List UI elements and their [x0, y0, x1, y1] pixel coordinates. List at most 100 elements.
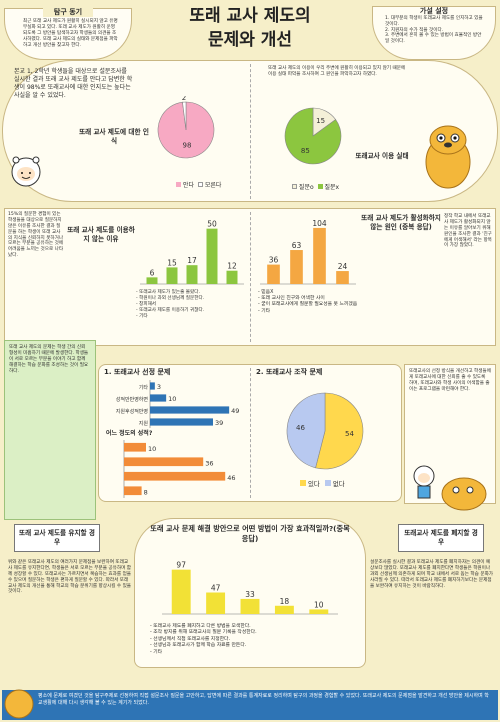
category-label: 지원후성적반영 [116, 408, 148, 415]
conclusion-banner: 평소에 문제로 여겼던 것을 탐구주제로 선정하여 직접 설문조사 질문을 고안… [2, 690, 498, 720]
oval-divider [250, 64, 251, 199]
legend-swatch-notasked [317, 184, 323, 189]
not-active-note-1: - 믿음X [258, 290, 274, 295]
pie-slice [284, 107, 342, 165]
bar-value-label: 18 [280, 597, 290, 606]
selection-sub: 어느 정도의 성적? [106, 430, 153, 437]
finn-small-icon [410, 464, 438, 506]
solutions-note-4: - 선생님과 또래교사가 함께 학습 자료를 만든다. [150, 643, 247, 649]
not-using-note-1: - 또래교사 제도가 있는줄 몰랐다. [136, 290, 200, 295]
category-label: 성적만반영하면 [116, 396, 149, 403]
conclusion-text: 평소에 문제로 여겼던 것을 탐구주제로 선정하여 직접 설문조사 질문을 고안… [38, 693, 489, 706]
not-active-notes: - 믿음X - 또래 교사인 친구와 어색한 사이 - 굳이 또래교사에게 질문… [258, 290, 382, 315]
motive-text: 최근 또래 교사 제도가 원활히 실시되지 않고 유명무실화 되고 있다. 또래… [23, 19, 118, 48]
solutions-note-2: - 조작 방지를 위해 또래교사의 질문 기록을 작성한다. [150, 630, 257, 636]
finn-mascot-icon [6, 150, 46, 192]
awareness-pie-chart: 98 2 [157, 96, 215, 159]
category-label: 기타 [139, 384, 149, 391]
bar-value-label: 10 [168, 395, 176, 403]
bar [309, 609, 329, 614]
awareness-legend: 안다 모른다 [176, 182, 221, 190]
not-using-note-5: - 기타 [136, 313, 148, 319]
selection-heading: 1. 또래교사 선정 문제 [104, 368, 171, 376]
legend-swatch-yes [300, 480, 306, 486]
usage-legend: 질문o 질문x [292, 184, 339, 192]
bar [124, 457, 204, 467]
bar [150, 418, 213, 426]
organization-pie-chart: 54 46 [286, 392, 364, 470]
bar [274, 605, 294, 614]
not-using-note-2: - 학원이나 과외 선생님께 질문한다. [136, 295, 205, 301]
not-active-note-2: - 또래 교사인 친구와 어색한 사이 [258, 296, 325, 302]
awareness-intro: 본교 1, 2학년 학생들을 대상으로 설문조사를 실시한 결과 또래 교사 제… [14, 68, 133, 100]
pie-data-label: 15 [316, 117, 325, 125]
legend-swatch-no [324, 480, 331, 486]
bar [290, 250, 303, 284]
bar-value-label: 3 [157, 383, 161, 391]
bar [206, 592, 226, 614]
bar [336, 271, 349, 284]
pie-slice [315, 392, 364, 470]
solutions-heading: 또래 교사 문제 해결 방안으로 어떤 방법이 가장 효과적일까?(중복 응답) [150, 524, 350, 544]
jake-small-icon [436, 468, 492, 516]
bar-value-label: 63 [292, 241, 302, 250]
usage-intro: 또래 교사 제도의 이용이 우리 주변에 원활히 이용되고 있지 않기 때문에 … [268, 66, 406, 77]
bar [171, 569, 191, 614]
jake-bottom-icon [2, 680, 36, 722]
bar-value-label: 97 [176, 561, 186, 570]
keep-heading: 또래 교사 제도를 유지할 경우 [19, 528, 95, 546]
page-title-line1: 또래 교사 제도의 [189, 6, 311, 26]
bar-value-label: 10 [148, 445, 156, 453]
not-using-label: 또래 교사 제도를 이용하지 않는 이유 [67, 226, 135, 244]
bar-value-label: 46 [227, 474, 235, 482]
usage-label: 또래교사 이용 실태 [355, 152, 409, 160]
organization-legend: 있다 없다 [300, 480, 345, 488]
title-area: 또래 교사 제도의 문제와 개선 [150, 6, 350, 58]
selection-bar-chart: 기타 3 성적만반영하면 10 지원후성적반영 49 지원 39 [116, 380, 239, 428]
bar-value-label: 39 [215, 419, 223, 427]
pie-data-label: 98 [183, 141, 192, 149]
bar [124, 486, 142, 496]
bar [146, 277, 158, 284]
problems-divider [250, 368, 251, 498]
solutions-notes: - 또래교사 제도를 폐지하고 다른 방법을 모색한다. - 조작 방지를 위해… [150, 624, 360, 656]
page-title-line2: 문제와 개선 [207, 30, 293, 51]
not-active-bar-chart: 36 63 104 24 [260, 219, 356, 285]
bar [166, 267, 178, 284]
bar [150, 394, 167, 402]
grade-bar-chart: 10 36 46 8 [123, 440, 235, 498]
hypothesis-item-1: 1. 대부분의 학생이 또래교사 제도를 인지하고 있을 것이다. [385, 15, 483, 27]
keep-heading-box: 또래 교사 제도를 유지할 경우 [14, 524, 100, 552]
hypothesis-item-3: 3. 주변에서 흔히 볼 수 있는 방법이 효율적인 방안일 것이다. [385, 33, 482, 45]
solutions-note-3: - 선생님께서 직접 또래교사를 지정한다. [150, 636, 230, 642]
solutions-note-5: - 기타 [150, 649, 163, 655]
bar-value-label: 15 [167, 258, 177, 267]
abolish-heading-box: 또래교사 제도를 폐지할 경우 [398, 524, 484, 552]
abolish-text: 설문조사를 실시한 결과 또래교사 제도를 폐지하자는 의견이 예상보다 많았다… [370, 560, 494, 589]
not-using-notes: - 또래교사 제도가 있는줄 몰랐다. - 학원이나 과외 선생님께 질문한다.… [136, 290, 248, 320]
hypothesis-item-2: 2. 지원자의 수가 적을 것이다. [385, 27, 444, 33]
legend-swatch-asked [292, 184, 297, 189]
legend-yes: 있다 [308, 480, 320, 488]
motive-panel: 탐구 동기 최근 또래 교사 제도가 원활히 실시되지 않고 유명무실화 되고 … [4, 8, 132, 60]
legend-notasked: 질문x [324, 184, 340, 191]
bar-value-label: 10 [314, 600, 324, 609]
bar [150, 406, 230, 414]
not-using-intro: 15%의 질문한 경험이 있는 학생들을 대상으로 질문하지 않은 이유를 조사… [8, 212, 64, 259]
pie-slice [182, 101, 187, 131]
legend-swatch-know [176, 182, 181, 187]
not-active-label: 또래 교사 제도가 활성화하지 않는 원인 (중복 응답) [361, 214, 441, 232]
bar-value-label: 8 [144, 489, 148, 497]
solutions-note-1: - 또래교사 제도를 폐지하고 다른 방법을 모색한다. [150, 624, 251, 629]
legend-know: 안다 [182, 182, 194, 189]
middle-left-text-box: 또래 교사 제도의 문제는 학생 간의 신뢰 형성이 미흡하기 때문에 발생한다… [4, 340, 96, 520]
not-active-intro: 정작 학교 내에서 또래교사 제도가 활성화되지 않는 이유를 알아보기 위해 … [444, 214, 492, 249]
bar [267, 264, 280, 284]
not-active-note-3: - 굳이 또래교사에게 질문할 필요성을 못 느끼겠음 [258, 302, 358, 308]
bar-value-label: 36 [205, 460, 213, 468]
legend-asked: 질문o [298, 184, 314, 191]
jake-mascot-icon [404, 112, 492, 200]
solutions-bar-chart: 97 47 33 18 10 [162, 561, 338, 615]
category-label: 지원 [139, 420, 149, 427]
